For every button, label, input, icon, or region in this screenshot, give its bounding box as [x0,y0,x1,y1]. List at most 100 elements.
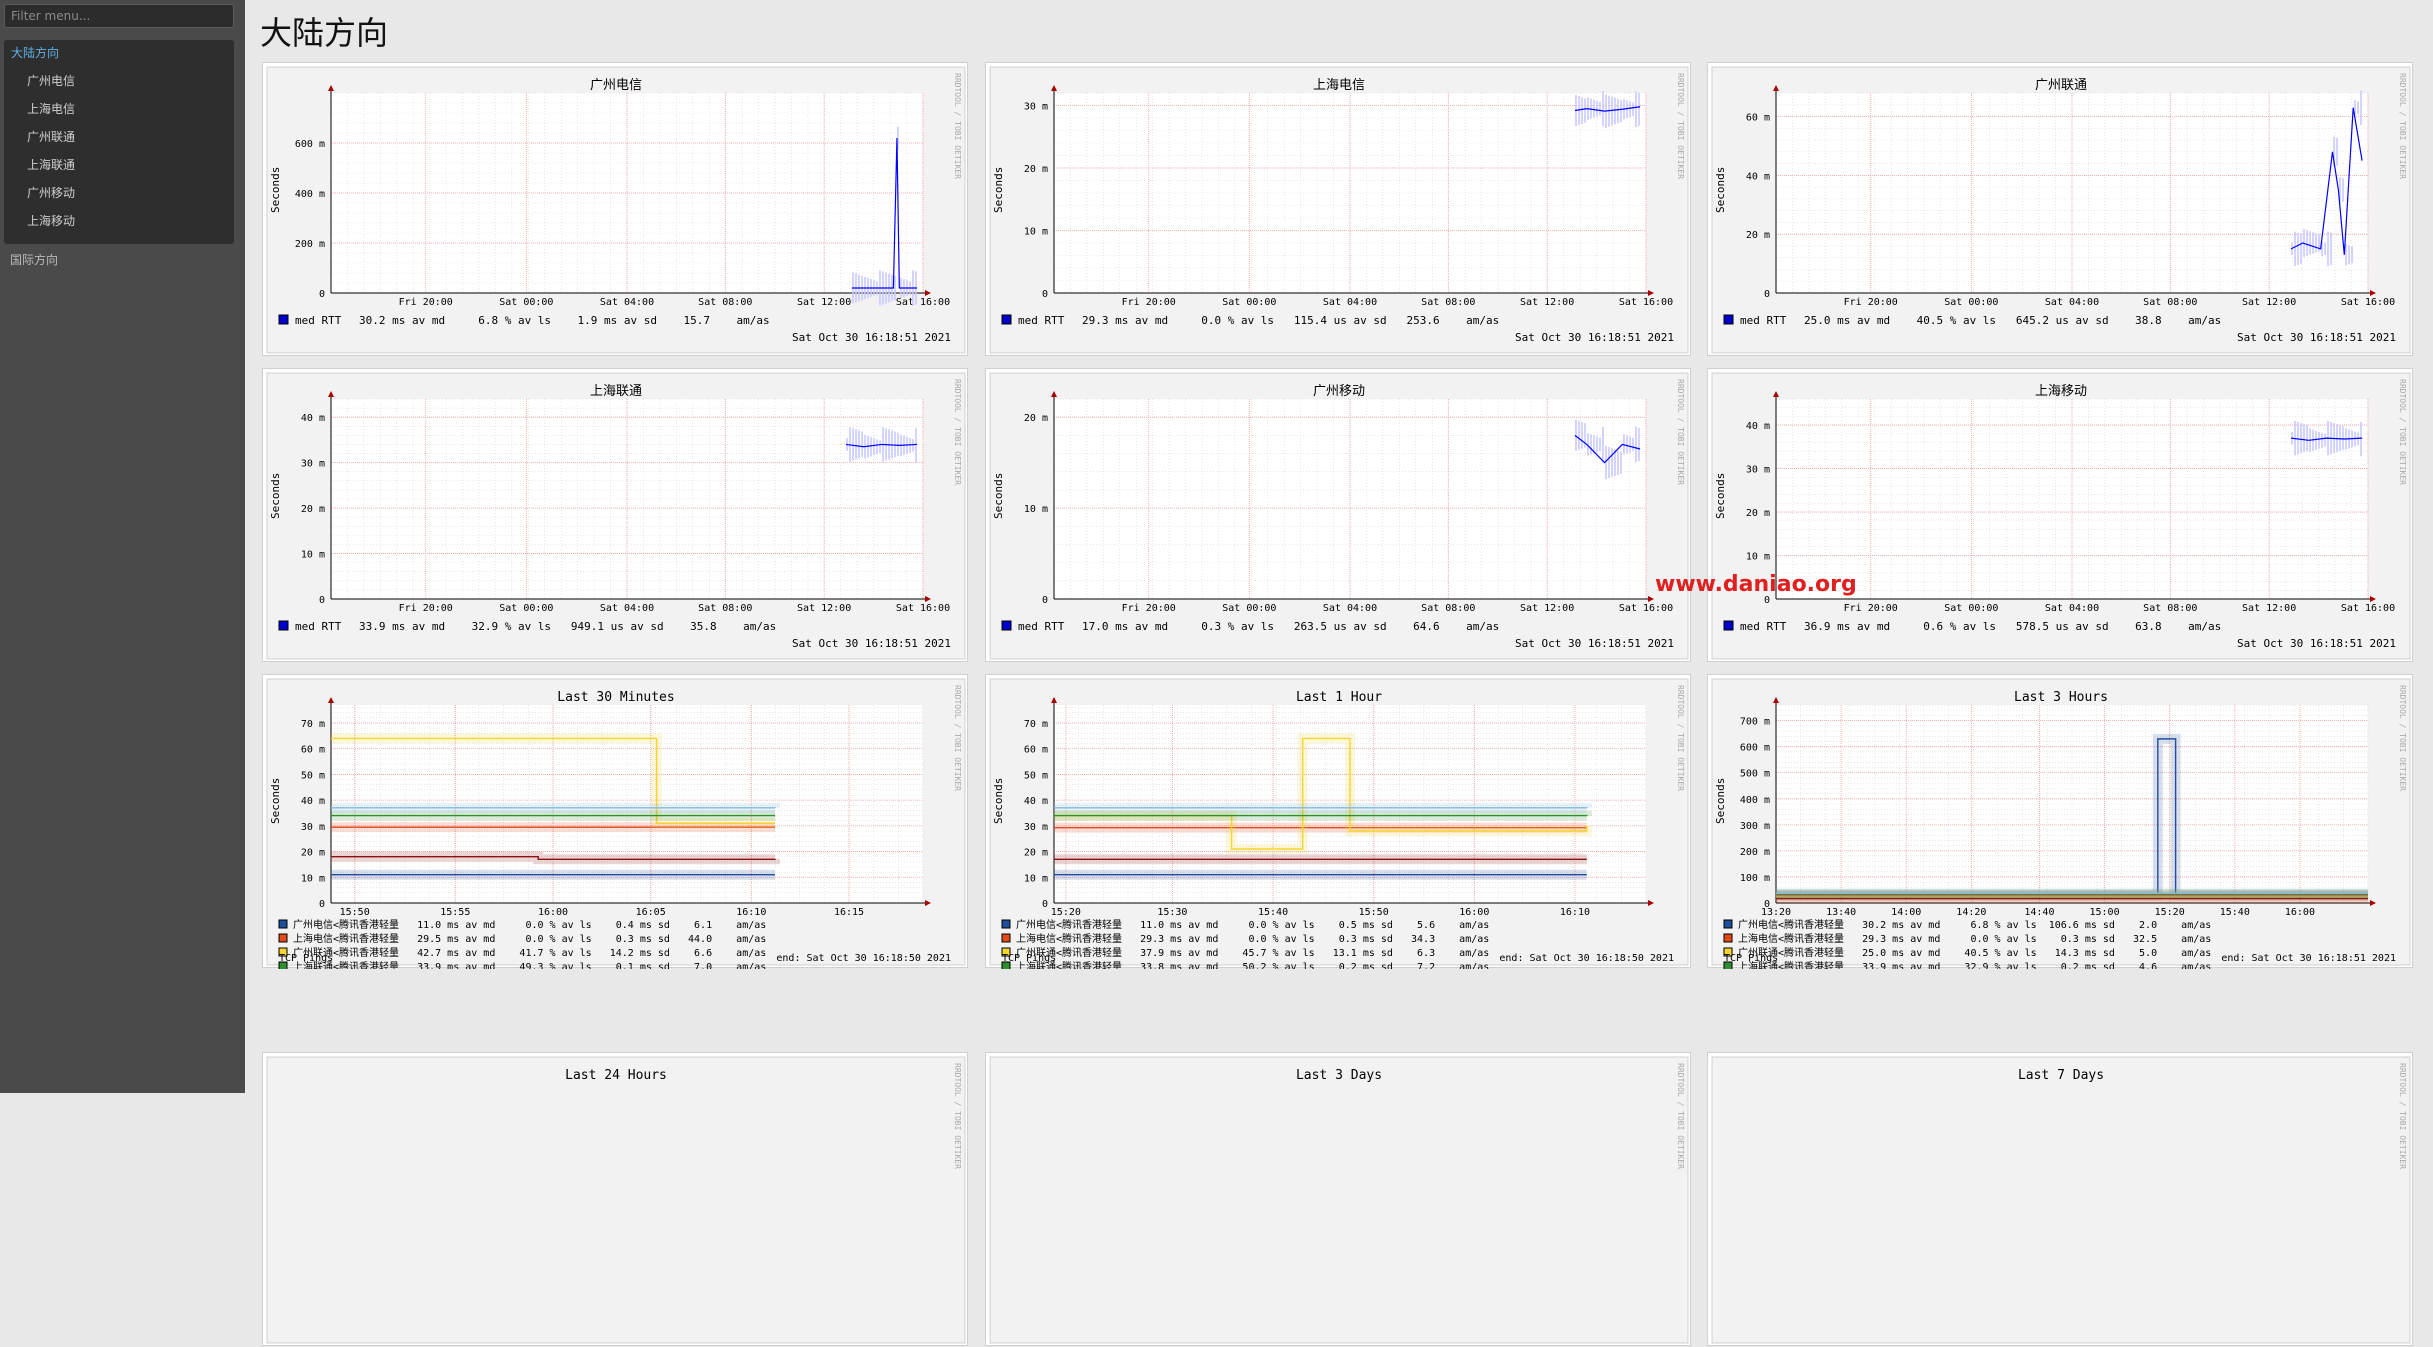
x-tick-label: 16:10 [1560,907,1590,918]
sidebar-item-sh-unicom[interactable]: 上海联通 [27,156,75,173]
x-tick-label: Sat 00:00 [499,297,553,308]
sidebar-item-international[interactable]: 国际方向 [10,251,58,268]
y-tick-label: 0 [1042,899,1048,910]
y-tick-label: 0 [319,899,325,910]
legend-swatch [1002,920,1010,928]
x-tick-label: 15:20 [2155,907,2185,918]
graph-title: 上海移动 [2035,384,2087,399]
graph-frame [990,1057,1688,1343]
filter-menu-input[interactable] [4,4,234,28]
x-tick-label: Sat 08:00 [2143,297,2197,308]
x-tick-label: Sat 00:00 [1222,603,1276,614]
y-tick-label: 600 m [1740,743,1770,754]
legend-label: med RTT [1018,314,1065,327]
x-tick-label: 13:40 [1826,907,1856,918]
y-tick-label: 30 m [1024,822,1048,833]
tcp-pings-label: TCP Pings [1002,953,1056,964]
x-tick-label: 16:05 [636,907,666,918]
y-tick-label: 30 m [1024,102,1048,113]
x-tick-label: Sat 16:00 [896,297,950,308]
legend-entry: 上海电信<腾讯香港轻量 29.3 ms av md 0.0 % av ls 0.… [1016,932,1489,945]
x-tick-label: 15:55 [440,907,470,918]
legend-swatch [279,621,288,630]
legend-entry: 上海电信<腾讯香港轻量 29.5 ms av md 0.0 % av ls 0.… [293,932,766,945]
y-tick-label: 0 [1042,289,1048,300]
y-tick-label: 50 m [301,770,325,781]
graph-timestamp: Sat Oct 30 16:18:51 2021 [2237,331,2396,344]
x-tick-label: Sat 04:00 [1323,603,1377,614]
x-tick-label: Sat 04:00 [600,297,654,308]
y-axis-label: Seconds [1714,473,1727,519]
legend-label: med RTT [1740,620,1787,633]
x-tick-label: 16:10 [736,907,766,918]
sidebar-item-gz-unicom[interactable]: 广州联通 [27,128,75,145]
tcp-pings-label: TCP Pings [279,953,333,964]
x-tick-label: 16:15 [834,907,864,918]
x-tick-label: Sat 16:00 [2341,603,2395,614]
y-tick-label: 0 [319,289,325,300]
y-tick-label: 10 m [1024,504,1048,515]
sidebar-item-gz-telecom[interactable]: 广州电信 [27,72,75,89]
y-tick-label: 400 m [295,189,325,200]
x-tick-label: Sat 08:00 [698,603,752,614]
tcp-pings-label: TCP Pings [1724,953,1778,964]
x-tick-label: Sat 16:00 [1619,603,1673,614]
legend-swatch [1002,621,1011,630]
y-tick-label: 70 m [301,719,325,730]
rrdtool-credit: RRDTOOL / TOBI OETIKER [1676,685,1685,791]
x-tick-label: Sat 12:00 [2242,297,2296,308]
y-tick-label: 300 m [1740,821,1770,832]
sidebar-item-sh-telecom[interactable]: 上海电信 [27,100,75,117]
x-tick-label: Sat 08:00 [2143,603,2197,614]
x-tick-label: Sat 00:00 [1222,297,1276,308]
legend-entry: 上海联通<腾讯香港轻量 33.9 ms av md 32.9 % av ls 0… [1738,960,2211,969]
legend-label: med RTT [295,620,342,633]
legend-swatch [1724,621,1733,630]
y-tick-label: 30 m [301,822,325,833]
y-tick-label: 200 m [295,239,325,250]
x-tick-label: Sat 12:00 [797,603,851,614]
x-tick-label: Sat 00:00 [1944,297,1998,308]
y-tick-label: 40 m [1746,171,1770,182]
x-tick-label: Sat 04:00 [2045,297,2099,308]
x-tick-label: Sat 00:00 [1944,603,1998,614]
rrdtool-credit: RRDTOOL / TOBI OETIKER [1676,379,1685,485]
x-tick-label: 14:40 [2024,907,2054,918]
graph-title: 广州联通 [2035,78,2087,93]
sidebar-item-gz-mobile[interactable]: 广州移动 [27,184,75,201]
y-tick-label: 20 m [1746,508,1770,519]
x-tick-label: Fri 20:00 [1844,297,1898,308]
graph-title: 广州电信 [590,78,642,93]
y-tick-label: 20 m [1024,164,1048,175]
graph-timestamp: Sat Oct 30 16:18:51 2021 [2237,637,2396,650]
graph-title: Last 7 Days [2018,1068,2104,1083]
y-tick-label: 20 m [1024,848,1048,859]
sidebar-item-sh-mobile[interactable]: 上海移动 [27,212,75,229]
y-tick-label: 20 m [301,504,325,515]
x-tick-label: Sat 16:00 [1619,297,1673,308]
nav-group-title[interactable]: 大陆方向 [11,44,59,61]
y-tick-label: 500 m [1740,769,1770,780]
legend-stats: 17.0 ms av md 0.3 % av ls 263.5 us av sd… [1082,620,1499,633]
x-tick-label: Fri 20:00 [1844,603,1898,614]
y-tick-label: 20 m [1746,230,1770,241]
y-tick-label: 10 m [301,550,325,561]
x-tick-label: Sat 04:00 [600,603,654,614]
rrdtool-credit: RRDTOOL / TOBI OETIKER [953,379,962,485]
graph-end-time: end: Sat Oct 30 16:18:50 2021 [776,953,951,964]
graph-end-time: end: Sat Oct 30 16:18:50 2021 [1499,953,1674,964]
